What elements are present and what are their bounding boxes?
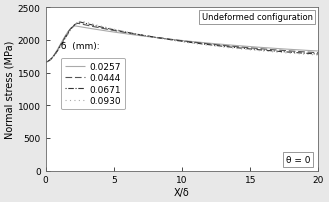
Text: Undeformed configuration: Undeformed configuration [202,13,313,22]
Y-axis label: Normal stress (MPa): Normal stress (MPa) [5,41,15,138]
X-axis label: X/δ: X/δ [174,187,190,197]
Text: δ  (mm):: δ (mm): [61,42,99,50]
Legend: 0.0257, 0.0444, 0.0671, 0.0930: 0.0257, 0.0444, 0.0671, 0.0930 [61,58,125,110]
Text: θ = 0: θ = 0 [286,155,310,164]
